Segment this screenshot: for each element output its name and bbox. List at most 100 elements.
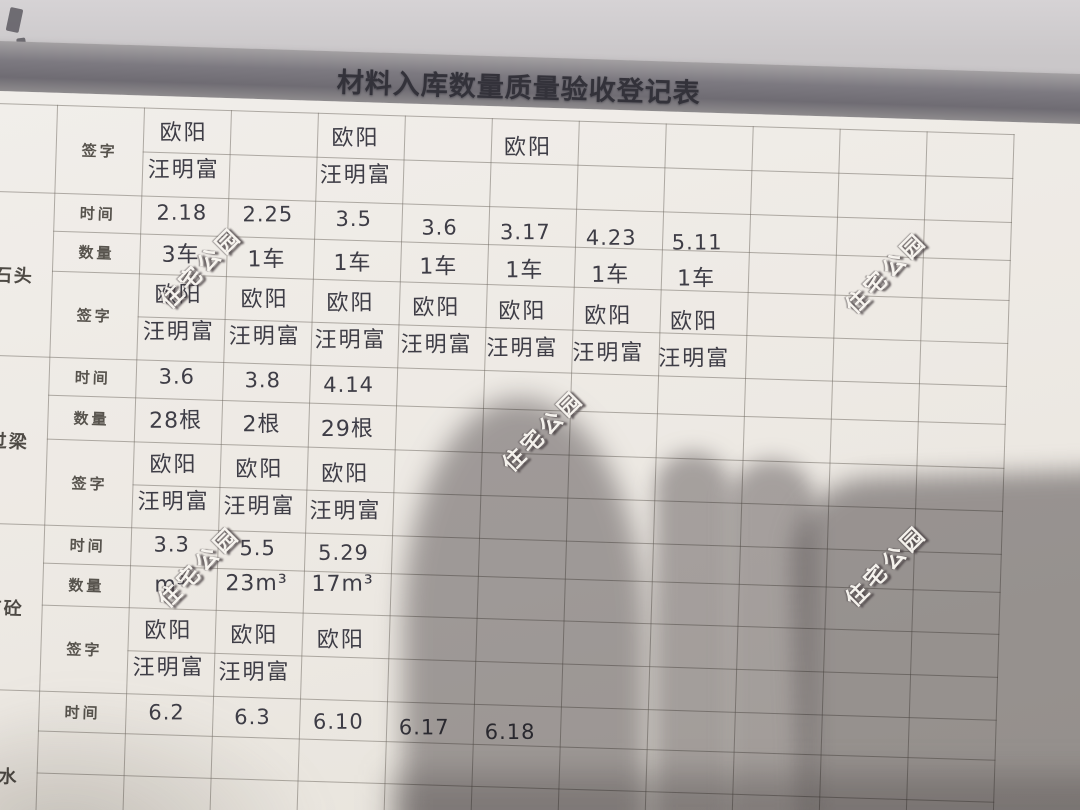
grid-cell [474, 661, 563, 707]
grid-cell [829, 419, 919, 466]
grid-cell [828, 463, 917, 509]
grid-cell [390, 573, 479, 619]
grid-cell [565, 541, 654, 582]
grid-cell [304, 533, 393, 574]
grid-cell [644, 791, 733, 810]
grid-cell [217, 530, 306, 572]
page-corner-mark [5, 6, 24, 34]
grid-cell [740, 503, 829, 550]
grid-cell [402, 159, 492, 207]
row-label-cell: 时间 [43, 525, 132, 566]
grid-cell [124, 733, 213, 779]
row-label-cell: 签字 [39, 605, 130, 694]
grid-cell [661, 249, 750, 293]
grid-cell [222, 362, 311, 404]
grid-cell [570, 373, 659, 414]
grid-cell [838, 129, 928, 176]
row-label-cell: 签字 [44, 439, 135, 528]
row-label-cell: 签字 [54, 105, 145, 196]
grid-cell [924, 175, 1013, 223]
grid-cell [122, 775, 212, 810]
grid-cell [395, 405, 484, 453]
grid-cell [480, 452, 570, 499]
grid-cell [557, 788, 646, 810]
grid-cell [832, 338, 921, 384]
grid-cell [734, 712, 823, 755]
material-cell: 商砼 [0, 522, 45, 692]
grid-cell [737, 584, 827, 630]
grid-cell [575, 209, 664, 250]
grid-cell [225, 276, 314, 323]
grid-cell [393, 449, 483, 496]
grid-cell [919, 340, 1008, 387]
grid-cell [299, 699, 388, 742]
grid-cell [650, 581, 740, 627]
grid-cell [404, 115, 493, 163]
grid-cell [744, 378, 833, 420]
grid-cell [569, 411, 658, 458]
grid-cell [226, 236, 315, 280]
grid-cell [484, 327, 573, 374]
grid-cell [221, 400, 310, 448]
material-cell: 防水 [0, 688, 40, 810]
grid-cell [560, 706, 649, 750]
grid-cell [301, 613, 391, 659]
grid-cell [478, 538, 567, 580]
grid-cell [913, 551, 1002, 593]
grid-cell [317, 113, 406, 160]
grid-cell [475, 618, 565, 665]
grid-cell [479, 495, 568, 542]
grid-cell [313, 239, 402, 282]
grid-cell [564, 579, 653, 624]
grid-cell [212, 696, 301, 740]
grid-cell [925, 131, 1015, 179]
form-table: 签字 石头 时间 数量 签字 过梁 时间 数量 签字 商砼 时间 数量 签字 防水 时间 [0, 102, 1015, 810]
grid-cell [300, 656, 389, 702]
grid-cell [833, 295, 923, 341]
grid-cell [831, 381, 920, 422]
grid-cell [135, 359, 224, 401]
grid-cell [391, 535, 480, 577]
grid-cell [826, 549, 915, 590]
grid-cell [125, 693, 214, 737]
row-label-cell: 签字 [49, 271, 140, 360]
grid-cell [821, 714, 910, 758]
grid-cell [485, 284, 575, 331]
grid-cell [818, 796, 907, 810]
grid-cell [227, 198, 316, 240]
grid-cell [659, 289, 749, 336]
grid-cell [751, 126, 841, 174]
grid-cell [743, 416, 832, 464]
grid-cell [140, 195, 229, 237]
grid-cell [383, 783, 472, 810]
grid-cell [657, 375, 746, 417]
grid-cell [130, 527, 219, 569]
grid-cell [574, 247, 663, 290]
grid-cell [562, 621, 651, 667]
grid-cell [745, 335, 834, 382]
grid-cell [223, 319, 313, 366]
row-label-cell: 数量 [52, 231, 141, 274]
grid-cell [576, 165, 665, 212]
grid-cell [482, 408, 571, 456]
grid-cell [918, 383, 1007, 425]
grid-cell [911, 589, 1001, 635]
grid-cell [491, 118, 580, 166]
grid-cell [566, 498, 655, 544]
grid-cell [211, 736, 300, 781]
row-label-cell: 数量 [47, 395, 136, 442]
grid-cell [822, 671, 911, 718]
grid-cell [131, 484, 220, 531]
grid-cell [571, 330, 660, 376]
grid-cell [739, 546, 828, 588]
grid-cell [384, 741, 474, 787]
grid-cell [392, 492, 481, 539]
grid-cell [129, 565, 218, 611]
grid-cell [916, 421, 1006, 469]
row-label-cell: 时间 [38, 691, 127, 734]
grid-cell [837, 173, 926, 220]
grid-cell [309, 365, 398, 406]
grid-cell [388, 615, 478, 662]
grid-cell [213, 653, 302, 700]
grid-cell [914, 508, 1003, 555]
